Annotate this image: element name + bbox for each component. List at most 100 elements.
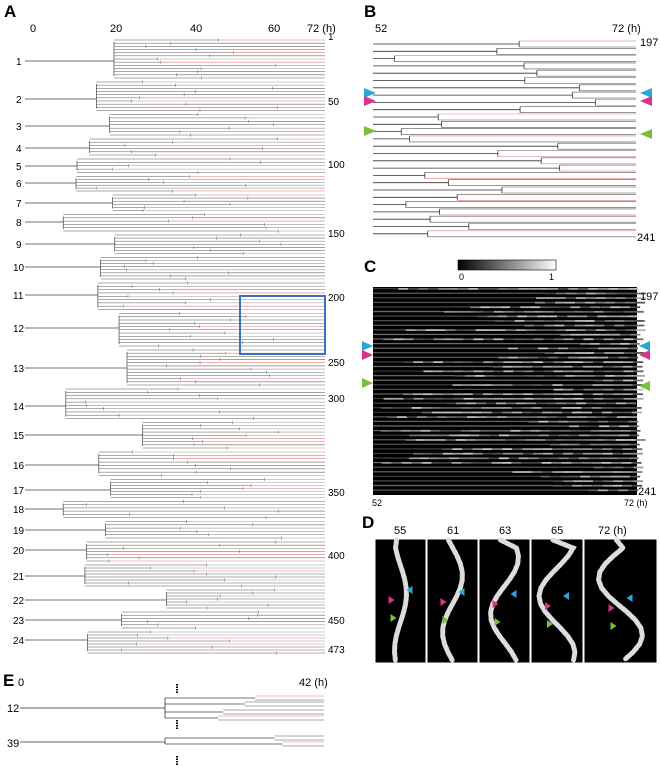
- heatmap-cell: [541, 407, 552, 409]
- heatmap-cell: [590, 306, 601, 309]
- heatmap-cell: [607, 347, 618, 350]
- heatmap-cell: [401, 407, 412, 409]
- heatmap-cell: [613, 466, 624, 469]
- heatmap-cell: [408, 457, 419, 460]
- panel-e-lineage-tree: [20, 684, 324, 765]
- heatmap-cell: [532, 384, 543, 386]
- heatmap-cell: [553, 388, 564, 391]
- heatmap-cell: [373, 320, 495, 322]
- heatmap-cell: [413, 361, 424, 364]
- panel-e-ellipsis-dot: [176, 689, 178, 691]
- panel-d-time-72h: 72 (h): [598, 525, 627, 537]
- heatmap-cell: [633, 466, 644, 469]
- heatmap-cell: [403, 338, 414, 341]
- panel-a-tick-60: 60: [268, 23, 280, 35]
- heatmap-cell: [543, 338, 554, 341]
- heatmap-cell: [373, 480, 554, 482]
- frame-green-arrow: [610, 622, 617, 630]
- heatmap-cell: [632, 484, 643, 487]
- heatmap-cell: [579, 434, 590, 437]
- panel-a-label: A: [4, 2, 16, 21]
- panel-e-lineage-12: 12: [7, 703, 19, 715]
- heatmap-cell: [373, 397, 384, 400]
- heatmap-cell: [578, 420, 589, 423]
- heatmap-cell: [607, 315, 618, 318]
- heatmap-cell: [612, 471, 623, 473]
- heatmap-cell: [629, 443, 640, 446]
- heatmap-cell: [595, 329, 606, 331]
- heatmap-cell: [603, 379, 614, 382]
- heatmap-cell: [452, 452, 463, 455]
- heatmap-cell: [503, 338, 514, 341]
- heatmap-cell: [488, 457, 499, 460]
- heatmap-cell: [569, 443, 580, 446]
- heatmap-cell: [373, 448, 443, 450]
- panel-d-frames: [374, 537, 658, 664]
- heatmap-cell: [613, 310, 624, 313]
- heatmap-cell: [623, 466, 634, 469]
- heatmap-cell: [547, 347, 558, 350]
- panel-e-ellipsis-dot: [176, 691, 178, 693]
- heatmap-cell: [535, 439, 546, 441]
- heatmap-cell: [490, 429, 501, 432]
- lineage-label: 12: [13, 324, 25, 335]
- heatmap-cell: [610, 306, 621, 309]
- panel-c-green-arrow-right: [639, 381, 650, 391]
- heatmap-cell: [600, 306, 611, 309]
- cell-index-label: 400: [328, 551, 345, 562]
- heatmap-cell: [492, 384, 503, 386]
- heatmap-cell: [627, 347, 638, 350]
- heatmap-cell: [605, 329, 616, 331]
- heatmap-cell: [609, 425, 620, 428]
- heatmap-cell: [608, 356, 619, 359]
- heatmap-cell: [473, 310, 484, 313]
- heatmap-cell: [552, 471, 563, 473]
- heatmap-cell: [543, 361, 554, 364]
- frame-magenta-arrow: [608, 604, 615, 612]
- heatmap-cell: [544, 324, 555, 327]
- heatmap-cell: [559, 434, 570, 437]
- heatmap-cell: [619, 425, 630, 428]
- panel-b: B 52 72 (h) 197 241: [364, 2, 658, 244]
- panel-b-lineage-tree: [373, 40, 636, 238]
- heatmap-cell: [552, 452, 563, 455]
- lineage-label: 17: [13, 486, 25, 497]
- heatmap-cell: [523, 361, 534, 364]
- heatmap-cell: [423, 338, 434, 341]
- heatmap-cell: [471, 407, 482, 409]
- heatmap-cell: [423, 370, 434, 373]
- lineage-label: 20: [13, 546, 25, 557]
- heatmap-cell: [582, 365, 593, 368]
- heatmap-cell: [532, 448, 543, 451]
- heatmap-cell: [593, 480, 604, 483]
- frame-blue-arrow: [563, 592, 569, 600]
- heatmap-cell: [560, 429, 571, 432]
- heatmap-cell: [540, 306, 551, 309]
- heatmap-cell: [500, 306, 511, 309]
- heatmap-cell: [468, 457, 479, 460]
- heatmap-cell: [582, 471, 593, 473]
- panel-d-time-55: 55: [394, 525, 406, 537]
- heatmap-cell: [524, 320, 535, 322]
- heatmap-cell: [601, 407, 612, 409]
- heatmap-cell: [452, 448, 463, 451]
- heatmap-cell: [522, 448, 533, 451]
- heatmap-cell: [552, 365, 563, 368]
- heatmap-cell: [536, 402, 547, 405]
- heatmap-cell: [406, 416, 417, 418]
- heatmap-cell: [602, 411, 613, 414]
- panel-b-blue-arrow-left: [364, 88, 376, 98]
- heatmap-cell: [502, 452, 513, 455]
- heatmap-cell: [624, 352, 635, 354]
- heatmap-cell: [430, 429, 441, 432]
- heatmap-cell: [595, 439, 606, 441]
- heatmap-cell: [528, 420, 539, 423]
- heatmap-cell: [563, 370, 574, 373]
- heatmap-cell: [592, 471, 603, 473]
- panel-e-ellipsis-dot: [176, 722, 178, 724]
- heatmap-cell: [553, 338, 564, 341]
- heatmap-cell: [563, 480, 574, 483]
- heatmap-cell: [630, 306, 641, 309]
- heatmap-cell: [594, 301, 605, 304]
